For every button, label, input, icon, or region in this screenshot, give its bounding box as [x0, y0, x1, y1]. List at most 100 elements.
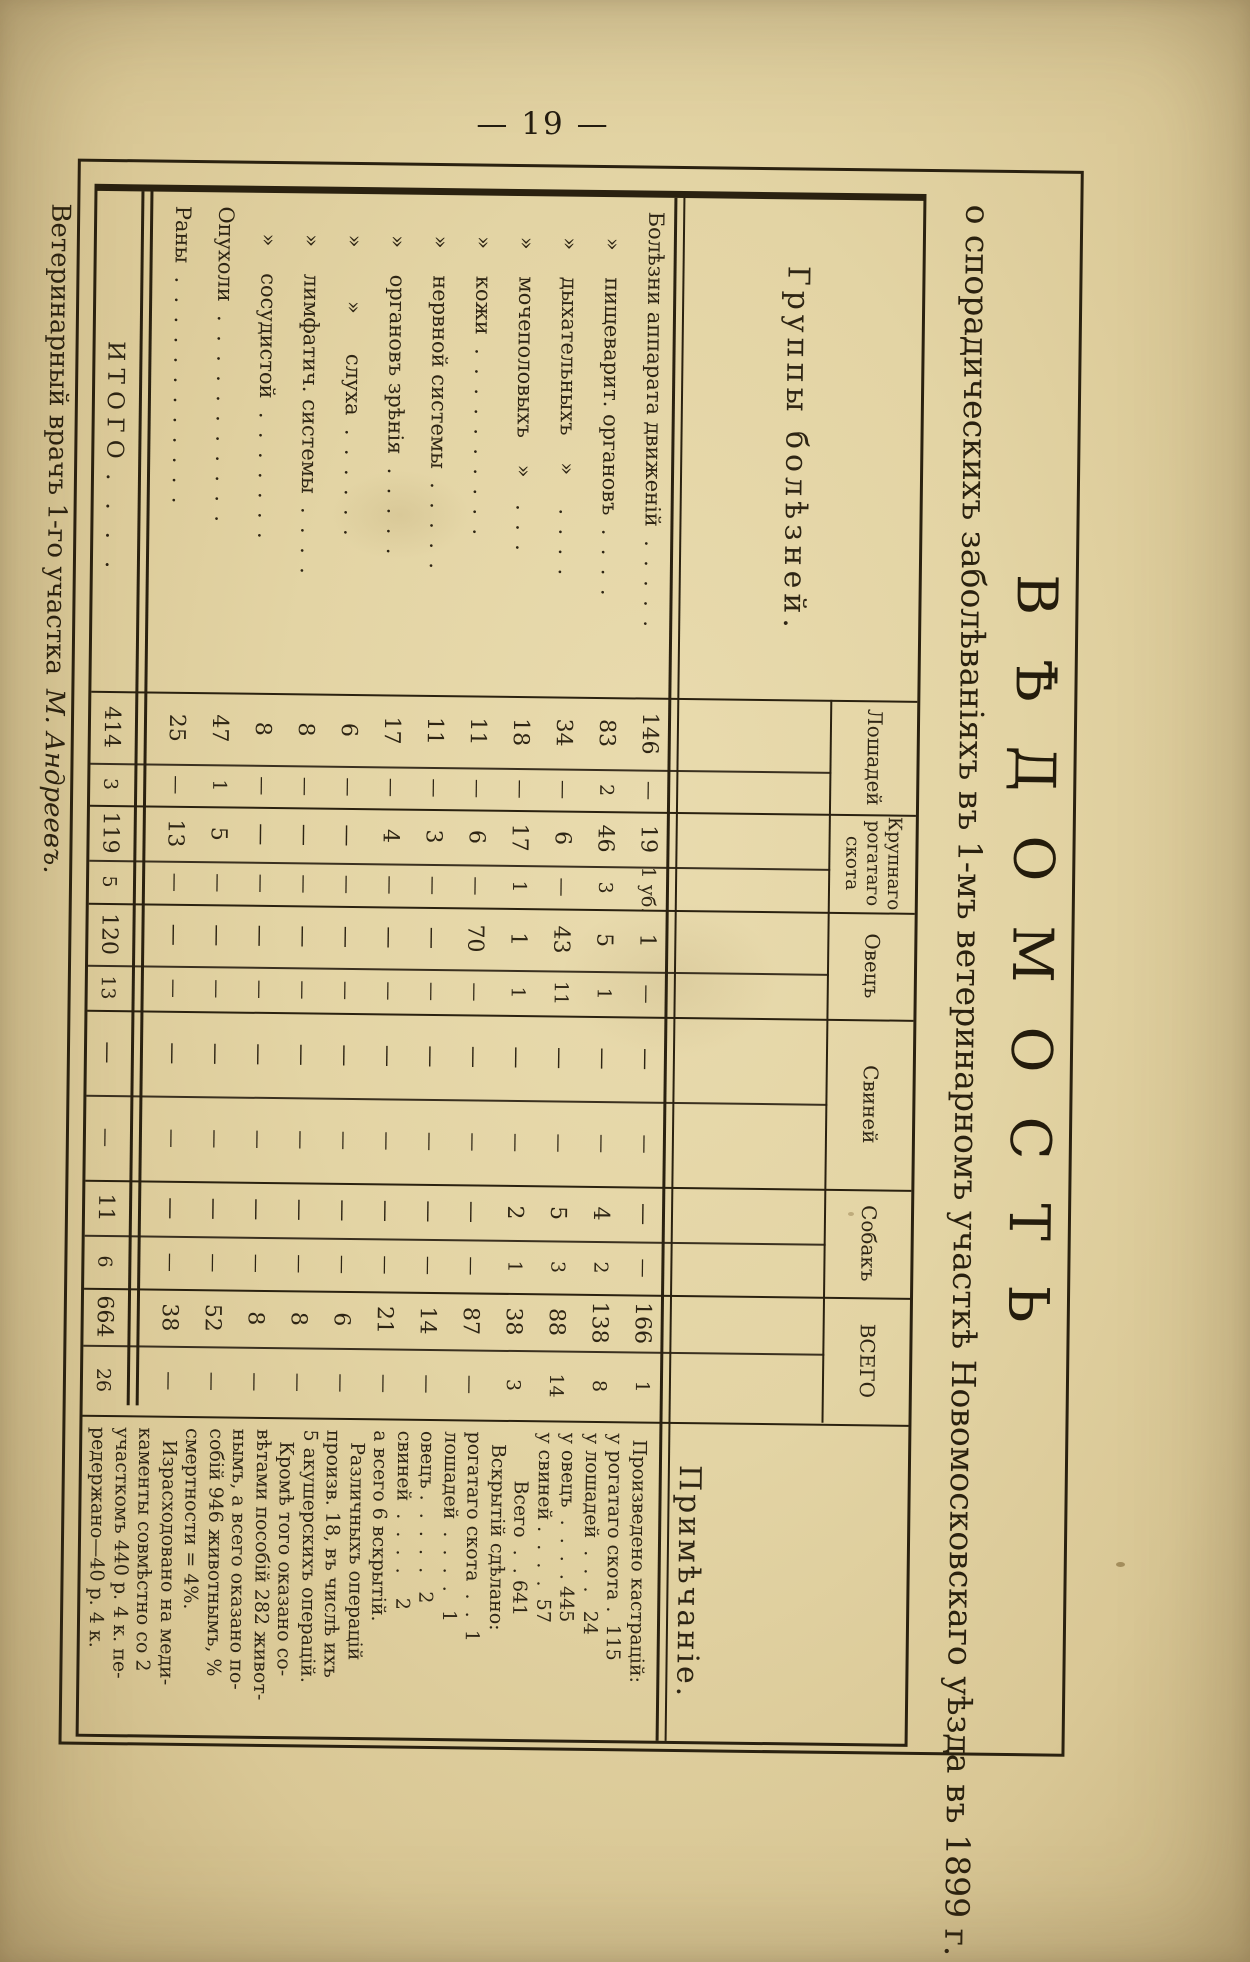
table-cell: —	[417, 1045, 444, 1068]
table-cell: —	[332, 1130, 356, 1151]
table-cell: 6	[335, 722, 361, 738]
row-label: Опухоли . . . . . . . . . . .	[210, 206, 239, 523]
table-cell: —	[466, 778, 489, 799]
column-header-sheep: Овецъ	[859, 933, 885, 999]
table-cell: 166	[629, 1301, 655, 1345]
row-label: » пищеварит. органовъ . . . .	[596, 210, 626, 596]
table-cell: —	[630, 1202, 657, 1226]
table-cell: —	[200, 1371, 224, 1391]
table-cell: —	[159, 1042, 186, 1065]
table-cell: —	[635, 984, 658, 1004]
cattle-sick-values: 19 46 6 17 6 3 4 — — — 5 13	[153, 806, 670, 867]
table-cell: —	[372, 1373, 396, 1394]
note-line: смертности = 4%.	[179, 1427, 204, 1610]
table-cell: 4	[587, 1206, 614, 1221]
paper-speck	[1116, 1562, 1125, 1567]
dogs-sick-values: — 4 5 2 — — — — — — — —	[149, 1181, 666, 1242]
table-cell: —	[248, 979, 271, 1000]
table-cell: —	[503, 1046, 530, 1069]
table-cell: —	[245, 1253, 268, 1273]
note-line: у рогатаго скота . 115	[602, 1433, 627, 1661]
table-cell: 1	[507, 880, 531, 893]
table-cell: 38	[500, 1307, 526, 1336]
table-cell: 2	[501, 1205, 528, 1220]
table-cell: 6	[328, 1312, 354, 1327]
table-cell: 6	[463, 829, 489, 845]
grandtotal-sick-values: 166 138 88 38 87 14 21 6 8 8 52 38	[147, 1289, 664, 1352]
row-label: » дыхательныхъ » . . . .	[553, 210, 583, 576]
table-cell: —	[162, 978, 185, 998]
table-cell: —	[547, 1133, 570, 1153]
table-cell: —	[377, 981, 400, 1001]
table-cell: —	[460, 1045, 487, 1069]
table-cell: 70	[462, 924, 488, 953]
table-cell: —	[243, 1372, 267, 1392]
total-cell: 5	[97, 875, 121, 888]
disease-table: Группы болѣзней. Примѣчаніе. Лошадей Кру…	[75, 183, 927, 1747]
table-cell: —	[251, 776, 274, 796]
table-cell: 3	[593, 881, 617, 894]
table-cell: 146	[636, 712, 663, 755]
note-line: участкомъ 440 р. 4 к. пе-	[108, 1427, 134, 1679]
table-cell: —	[243, 1198, 270, 1221]
table-cell: —	[331, 1044, 358, 1067]
table-cell: 14	[414, 1306, 440, 1335]
note-line: свиней . . . . 2	[391, 1430, 416, 1611]
table-cell: —	[286, 1372, 310, 1392]
table-cell: —	[418, 1131, 442, 1152]
table-cell: —	[157, 1197, 184, 1220]
column-header-cattle: Крупнаго рогатаго скота	[840, 816, 905, 911]
note-line: редержано—40 р. 4 к.	[85, 1426, 110, 1648]
note-line: рогатаго скота . . 1	[461, 1431, 486, 1643]
table-cell: 11	[549, 980, 572, 1006]
table-cell: 88	[543, 1307, 569, 1337]
table-cell: —	[423, 778, 446, 798]
table-cell: 1	[506, 986, 529, 999]
totals-row-label: И Т О Г О . . . .	[99, 340, 129, 569]
table-cell: —	[337, 777, 360, 797]
total-cell: 11	[92, 1193, 119, 1222]
table-cell: 1	[505, 931, 531, 947]
row-label: » кожи . . . . . . . . . .	[468, 209, 497, 536]
table-cell: —	[249, 873, 273, 894]
note-line: Произведено кастрацій:	[625, 1433, 651, 1684]
table-cell: 11	[421, 716, 448, 746]
grandtotal-died-values: 1 8 14 3 — — — — — — — —	[147, 1346, 664, 1422]
table-cell: —	[202, 1253, 225, 1273]
table-cell: —	[463, 982, 486, 1002]
table-cell: 3	[420, 829, 446, 844]
table-cell: 3	[546, 1260, 569, 1274]
note-line: Вскрытій сдѣлано:	[484, 1431, 510, 1631]
row-label: » сосудистой . . . . . . .	[253, 206, 282, 539]
table-cell: 6	[549, 830, 575, 846]
table-cell: 8	[242, 1311, 268, 1326]
table-cell: 138	[586, 1301, 612, 1344]
table-cell: —	[335, 874, 359, 895]
table-cell: 52	[199, 1303, 225, 1332]
table-cell: —	[590, 1133, 613, 1154]
column-header-groups: Группы болѣзней.	[776, 265, 817, 634]
table-cell: 8	[587, 1379, 610, 1393]
table-cell: —	[165, 775, 188, 795]
table-cell: 1	[634, 933, 660, 948]
table-cell: —	[294, 776, 317, 797]
note-line: вѣтами пособій 282 живот-	[249, 1428, 275, 1701]
note-line: 5 акушерскихъ операцій.	[296, 1429, 322, 1684]
dogs-died-values: — 2 3 1 — — — — — — — —	[148, 1236, 665, 1295]
table-cell: 2	[589, 1261, 612, 1274]
table-cell: —	[333, 925, 359, 949]
table-cell: —	[374, 1044, 401, 1068]
table-cell: 13	[162, 819, 188, 848]
table-cell: —	[334, 980, 357, 1001]
table-cell: —	[245, 1043, 272, 1066]
pigs-died-values: — — — — — — — — — — — —	[149, 1096, 666, 1187]
note-line: у овецъ . . . . 445	[555, 1432, 580, 1623]
table-cell: —	[374, 1255, 397, 1275]
total-cell: 6	[93, 1255, 116, 1268]
table-cell: 1	[630, 1380, 653, 1393]
table-cell: 19	[635, 824, 661, 854]
total-cell: —	[94, 1127, 118, 1148]
table-cell: —	[157, 1371, 181, 1391]
table-cell: 5	[205, 826, 231, 842]
